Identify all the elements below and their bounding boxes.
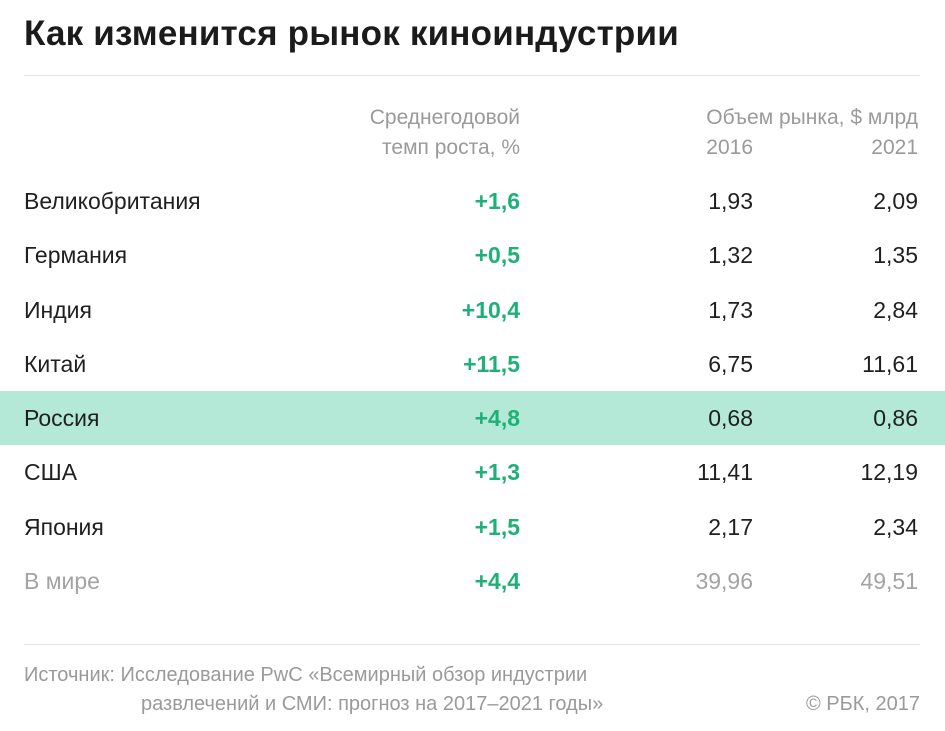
market-2016-value: 1,93 xyxy=(708,188,753,214)
market-2021-value: 2,09 xyxy=(873,188,918,214)
year-2021-header: 2021 xyxy=(871,136,918,159)
country-label: Япония xyxy=(24,513,104,540)
market-2021-value: 0,86 xyxy=(873,405,918,432)
growth-value: +1,3 xyxy=(474,459,520,486)
table-row: Китай +11,5 6,75 11,61 xyxy=(0,337,945,391)
growth-value: +10,4 xyxy=(461,296,520,323)
country-label: Россия xyxy=(24,405,100,432)
country-label: Германия xyxy=(24,242,128,269)
table-row: Великобритания +1,6 1,93 2,09 xyxy=(0,174,945,228)
table-row: США +1,3 11,41 12,19 xyxy=(0,445,945,499)
table-row: Индия +10,4 1,73 2,84 xyxy=(0,283,945,337)
growth-column-header: Среднегодовой темп роста, % xyxy=(370,103,520,163)
source-line1: Источник: Исследование PwC «Всемирный об… xyxy=(24,664,588,686)
market-2016-value: 11,41 xyxy=(697,459,753,486)
growth-value: +4,4 xyxy=(474,568,520,595)
market-2021-value: 2,84 xyxy=(873,296,918,323)
copyright: © РБК, 2017 xyxy=(805,693,920,715)
growth-value: +11,5 xyxy=(463,350,520,377)
table-row: Япония +1,5 2,17 2,34 xyxy=(0,500,945,554)
market-2021-value: 1,35 xyxy=(873,242,918,269)
chart-title: Как изменится рынок киноиндустрии xyxy=(24,14,679,53)
market-2021-value: 49,51 xyxy=(860,568,918,595)
growth-header-line2: темп роста, % xyxy=(382,136,520,159)
table-row: В мире +4,4 39,96 49,51 xyxy=(0,554,945,608)
country-label: США xyxy=(24,459,78,486)
growth-value: +4,8 xyxy=(474,405,520,432)
market-column-header: Объем рынка, $ млрд xyxy=(706,106,918,129)
growth-value: +0,5 xyxy=(474,242,520,269)
country-label: Китай xyxy=(24,350,87,377)
growth-header-line1: Среднегодовой xyxy=(369,106,520,129)
growth-value: +1,6 xyxy=(474,188,520,214)
footer-divider xyxy=(24,644,920,645)
market-2016-value: 1,32 xyxy=(708,242,753,269)
source-note: Источник: Исследование PwC «Всемирный об… xyxy=(24,661,603,719)
market-2016-value: 6,75 xyxy=(708,350,753,377)
table-row: Россия +4,8 0,68 0,86 xyxy=(0,391,945,446)
source-line2: развлечений и СМИ: прогноз на 2017–2021 … xyxy=(141,693,604,715)
country-label: Великобритания xyxy=(24,188,201,214)
title-divider xyxy=(24,75,920,76)
country-label: В мире xyxy=(24,568,100,595)
market-2016-value: 2,17 xyxy=(708,513,753,540)
market-2016-value: 0,68 xyxy=(708,405,753,432)
data-table: Великобритания +1,6 1,93 2,09 Германия +0,5 1,… xyxy=(0,174,945,608)
country-label: Индия xyxy=(24,296,92,323)
market-2021-value: 12,19 xyxy=(860,459,918,486)
table-row: Германия +0,5 1,32 1,35 xyxy=(0,228,945,282)
market-2016-value: 1,73 xyxy=(708,296,753,323)
year-2016-header: 2016 xyxy=(706,136,753,159)
market-2016-value: 39,96 xyxy=(695,568,753,595)
growth-value: +1,5 xyxy=(474,513,520,540)
market-2021-value: 11,61 xyxy=(862,350,918,377)
market-2021-value: 2,34 xyxy=(873,513,918,540)
